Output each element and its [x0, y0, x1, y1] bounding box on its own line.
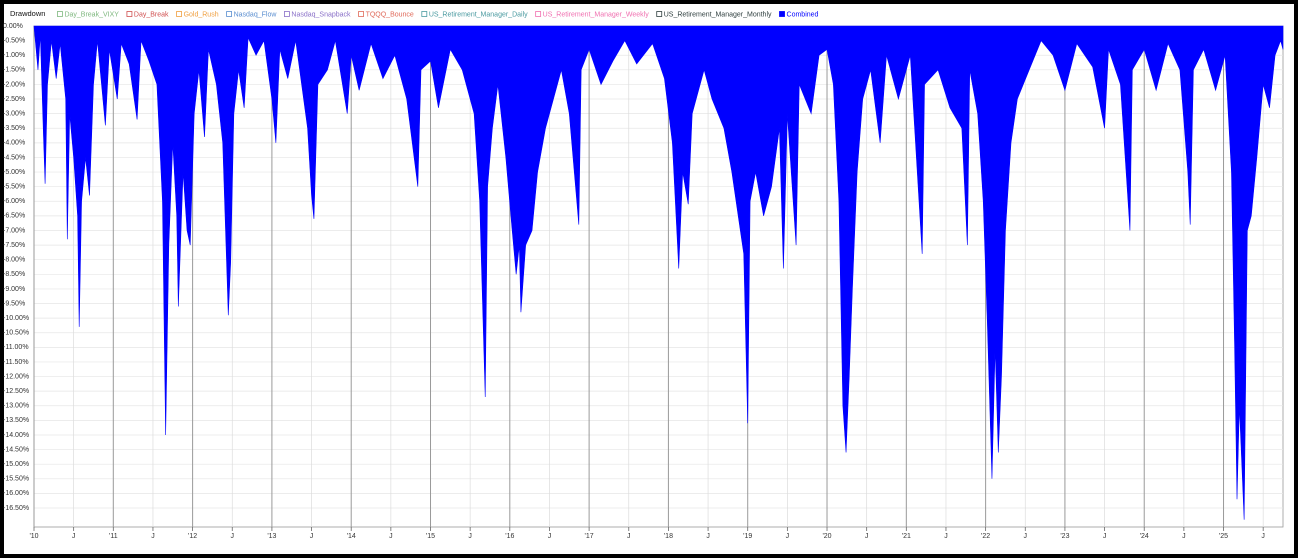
drawdown-area [33, 25, 1284, 520]
legend-marker [535, 11, 542, 17]
y-tick-label: -2.00% [3, 81, 25, 88]
x-tick-label: J [1182, 533, 1186, 540]
x-tick-label: J [548, 533, 552, 540]
legend-marker [779, 11, 785, 17]
y-tick-label: -4.00% [3, 140, 25, 147]
legend-marker [226, 11, 232, 17]
x-tick-label: J [944, 533, 948, 540]
legend-marker [57, 11, 63, 17]
legend-label: Combined [787, 11, 819, 18]
y-tick-label: -9.50% [3, 300, 25, 307]
legend-marker [358, 11, 364, 17]
y-tick-label: -14.50% [3, 446, 29, 453]
y-tick-label: -5.50% [3, 184, 25, 191]
y-tick-label: -2.50% [3, 96, 25, 103]
x-tick-label: J [389, 533, 393, 540]
x-tick-label: J [1261, 533, 1265, 540]
x-tick-label: '10 [29, 533, 38, 540]
x-tick-label: '12 [188, 533, 197, 540]
x-tick-label: '24 [1140, 533, 1149, 540]
plot-area [33, 25, 1284, 528]
y-tick-label: -10.50% [3, 330, 29, 337]
y-tick-label: -13.00% [3, 403, 29, 410]
y-tick-label: -8.00% [3, 257, 25, 264]
x-tick-label: '11 [109, 533, 118, 540]
legend-marker [176, 11, 182, 17]
x-tick-label: '21 [902, 533, 911, 540]
legend-label: Nasdaq_Snapback [291, 11, 351, 18]
legend-label: Day_Break_VIXY [64, 11, 119, 18]
x-tick-label: J [1103, 533, 1107, 540]
x-tick-label: '23 [1060, 533, 1069, 540]
legend-marker [421, 11, 428, 17]
y-tick-label: -10.00% [3, 315, 29, 322]
y-tick-label: -15.00% [3, 461, 29, 468]
y-tick-label: -7.50% [3, 242, 25, 249]
x-tick-label: '25 [1219, 533, 1228, 540]
x-tick-label: J [706, 533, 710, 540]
y-tick-label: -7.00% [3, 227, 25, 234]
y-tick-label: -9.00% [3, 286, 25, 293]
y-tick-label: -16.00% [3, 490, 29, 497]
y-tick-label: -1.00% [3, 52, 25, 59]
y-tick-label: -11.00% [3, 344, 29, 351]
x-tick-label: '17 [585, 533, 594, 540]
x-tick-label: '20 [822, 533, 831, 540]
x-tick-label: J [786, 533, 790, 540]
legend-label: US_Retirement_Manager_Weekly [543, 11, 650, 18]
x-tick-label: J [310, 533, 314, 540]
y-tick-label: -12.50% [3, 388, 29, 395]
x-tick-label: '16 [505, 533, 514, 540]
x-tick-label: J [627, 533, 631, 540]
x-tick-label: '14 [347, 533, 356, 540]
y-tick-label: -16.50% [3, 505, 29, 512]
y-tick-label: -1.50% [3, 67, 25, 74]
y-tick-label: -11.50% [3, 359, 29, 366]
y-tick-label: -6.50% [3, 213, 25, 220]
y-tick-label: -3.00% [3, 110, 25, 117]
legend-marker [284, 11, 290, 17]
y-tick-label: 0.00% [3, 23, 23, 30]
x-tick-label: '13 [267, 533, 276, 540]
legend-label: US_Retirement_Manager_Monthly [664, 11, 772, 18]
legend-marker [126, 11, 133, 17]
legend-marker [656, 11, 663, 17]
y-tick-label: -12.00% [3, 373, 29, 380]
x-tick-label: J [865, 533, 869, 540]
chart-title: Drawdown [10, 9, 45, 18]
x-tick-label: '18 [664, 533, 673, 540]
x-tick-label: J [1024, 533, 1028, 540]
y-tick-label: -8.50% [3, 271, 25, 278]
y-tick-label: -6.00% [3, 198, 25, 205]
legend-label: US_Retirement_Manager_Daily [429, 11, 528, 18]
y-tick-label: -13.50% [3, 417, 29, 424]
x-tick-label: '15 [426, 533, 435, 540]
y-tick-label: -4.50% [3, 154, 25, 161]
x-tick-label: J [151, 533, 155, 540]
y-tick-label: -14.00% [3, 432, 29, 439]
y-tick-label: -0.50% [3, 37, 25, 44]
x-tick-label: J [231, 533, 235, 540]
y-tick-label: -15.50% [3, 476, 29, 483]
x-tick-label: '19 [743, 533, 752, 540]
x-tick-label: J [468, 533, 472, 540]
legend-label: Day_Break [134, 11, 169, 18]
y-tick-label: -5.00% [3, 169, 25, 176]
legend-label: Nasdaq_Flow [234, 11, 278, 18]
legend-label: TQQQ_Bounce [366, 11, 414, 18]
x-tick-label: J [72, 533, 76, 540]
y-tick-label: -3.50% [3, 125, 25, 132]
x-tick-label: '22 [981, 533, 990, 540]
legend-label: Gold_Rush [184, 11, 219, 18]
